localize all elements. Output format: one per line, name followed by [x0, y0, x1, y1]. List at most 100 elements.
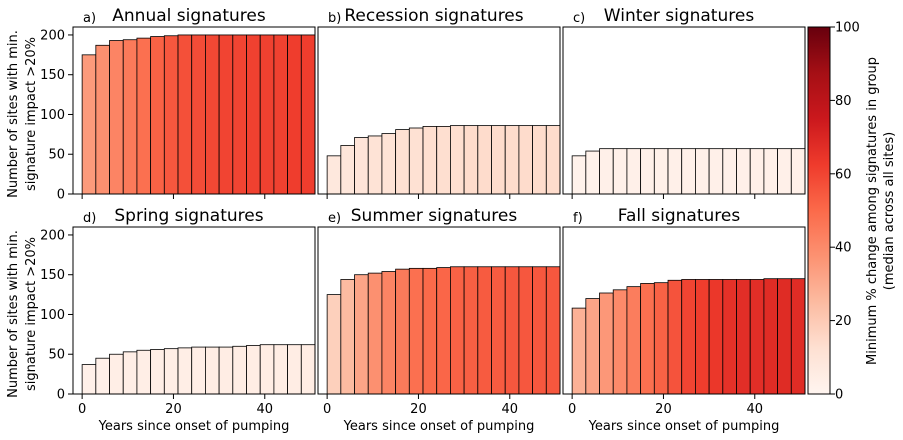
bar	[518, 125, 534, 195]
bar	[653, 282, 669, 395]
bar	[545, 125, 561, 195]
x-tick-label: 0	[323, 402, 331, 417]
bar	[326, 294, 342, 395]
bar	[763, 148, 779, 195]
bar	[708, 279, 724, 395]
panel-letter: c)	[573, 11, 585, 26]
bar	[259, 344, 275, 395]
bar	[354, 137, 369, 195]
colorbar-tick-label: 60	[835, 167, 852, 182]
bar	[340, 279, 355, 395]
y-tick-label: 200	[40, 228, 65, 243]
panel-e: e) Summer signatures 0 20 40	[317, 206, 561, 417]
bar	[326, 155, 342, 195]
bar	[477, 266, 492, 395]
bar	[395, 129, 410, 195]
bar	[763, 278, 779, 395]
x-tick-label: 20	[655, 402, 672, 417]
y-tick-label: 0	[57, 388, 65, 403]
plot-frame	[562, 226, 806, 395]
colorbar: 0 20 40 60 80 100 Minimum % change among sign…	[807, 21, 897, 403]
panel-c: c) Winter signatures	[562, 6, 806, 199]
bar	[273, 34, 289, 195]
panel-letter: f)	[573, 211, 583, 226]
bar	[150, 349, 165, 395]
bar	[491, 125, 506, 195]
y-tick-label: 0	[57, 188, 65, 203]
bar	[518, 266, 534, 395]
y-tick-label: 150	[40, 268, 65, 283]
bar	[177, 347, 193, 395]
bar	[667, 279, 683, 395]
x-tick-label: 40	[257, 402, 274, 417]
plot-frame	[317, 226, 561, 395]
bar	[422, 126, 438, 195]
bar	[109, 40, 124, 195]
bar	[205, 346, 220, 395]
plot-frame	[562, 26, 806, 195]
bar	[218, 34, 234, 195]
bar	[640, 148, 655, 195]
bar	[422, 267, 438, 395]
bar	[177, 34, 193, 195]
bar	[777, 278, 792, 395]
bar	[626, 286, 642, 395]
colorbar-label-line2: (median across all sites)	[882, 132, 897, 290]
bar	[585, 298, 600, 395]
panel-title: Spring signatures	[114, 206, 263, 226]
x-axis-label-a: Years since onset of pumping	[98, 419, 290, 434]
x-tick-label: 0	[568, 402, 576, 417]
bar	[246, 34, 261, 195]
bar	[749, 279, 765, 395]
panel-letter: e)	[328, 211, 341, 226]
y-axis-label-top-line1: Number of sites with min.	[6, 30, 21, 198]
plot-frame	[317, 26, 561, 195]
bar	[532, 125, 547, 195]
panel-title: Annual signatures	[112, 6, 266, 26]
y-axis-label-bottom-line1: Number of sites with min.	[6, 230, 21, 398]
bar	[626, 148, 642, 195]
panel-title: Winter signatures	[604, 6, 755, 26]
panel-f: f) Fall signatures 0 20 40	[562, 206, 806, 417]
panel-letter: b)	[328, 11, 341, 26]
bar	[504, 125, 520, 195]
bar	[381, 133, 397, 195]
colorbar-tick-label: 20	[835, 314, 852, 329]
panel-b: b) Recession signatures	[317, 6, 561, 199]
bar	[136, 349, 152, 395]
bar	[695, 279, 710, 395]
bar	[122, 351, 138, 395]
panel-letter: d)	[83, 211, 96, 226]
bar	[273, 344, 289, 395]
y-axis-label-bottom-line2: signature impact >20%	[24, 237, 39, 391]
bar	[300, 344, 316, 395]
bar	[532, 266, 547, 395]
bar	[545, 266, 561, 395]
bar	[612, 148, 628, 195]
bar	[381, 271, 397, 395]
panel-a: a) Annual signatures 0 50 100 150 200	[40, 6, 316, 203]
colorbar-label-line1: Minimum % change among signatures in gro…	[865, 57, 880, 365]
bar	[81, 364, 97, 395]
bar	[708, 148, 724, 195]
bar	[736, 279, 751, 395]
bar	[191, 34, 206, 195]
bar	[777, 148, 792, 195]
bar	[571, 155, 587, 195]
colorbar-tick-label: 100	[835, 21, 860, 36]
colorbar-ticks: 0 20 40 60 80 100	[830, 21, 860, 403]
bar	[191, 346, 206, 395]
bar	[395, 268, 410, 395]
panel-title: Recession signatures	[344, 6, 523, 26]
bar	[463, 266, 479, 395]
bar	[736, 148, 751, 195]
x-tick-label: 40	[747, 402, 764, 417]
y-tick-label: 50	[48, 148, 65, 163]
bar	[749, 148, 765, 195]
bar	[136, 37, 152, 195]
panel-title: Summer signatures	[351, 206, 518, 226]
bar	[95, 44, 110, 195]
bar	[354, 274, 369, 395]
